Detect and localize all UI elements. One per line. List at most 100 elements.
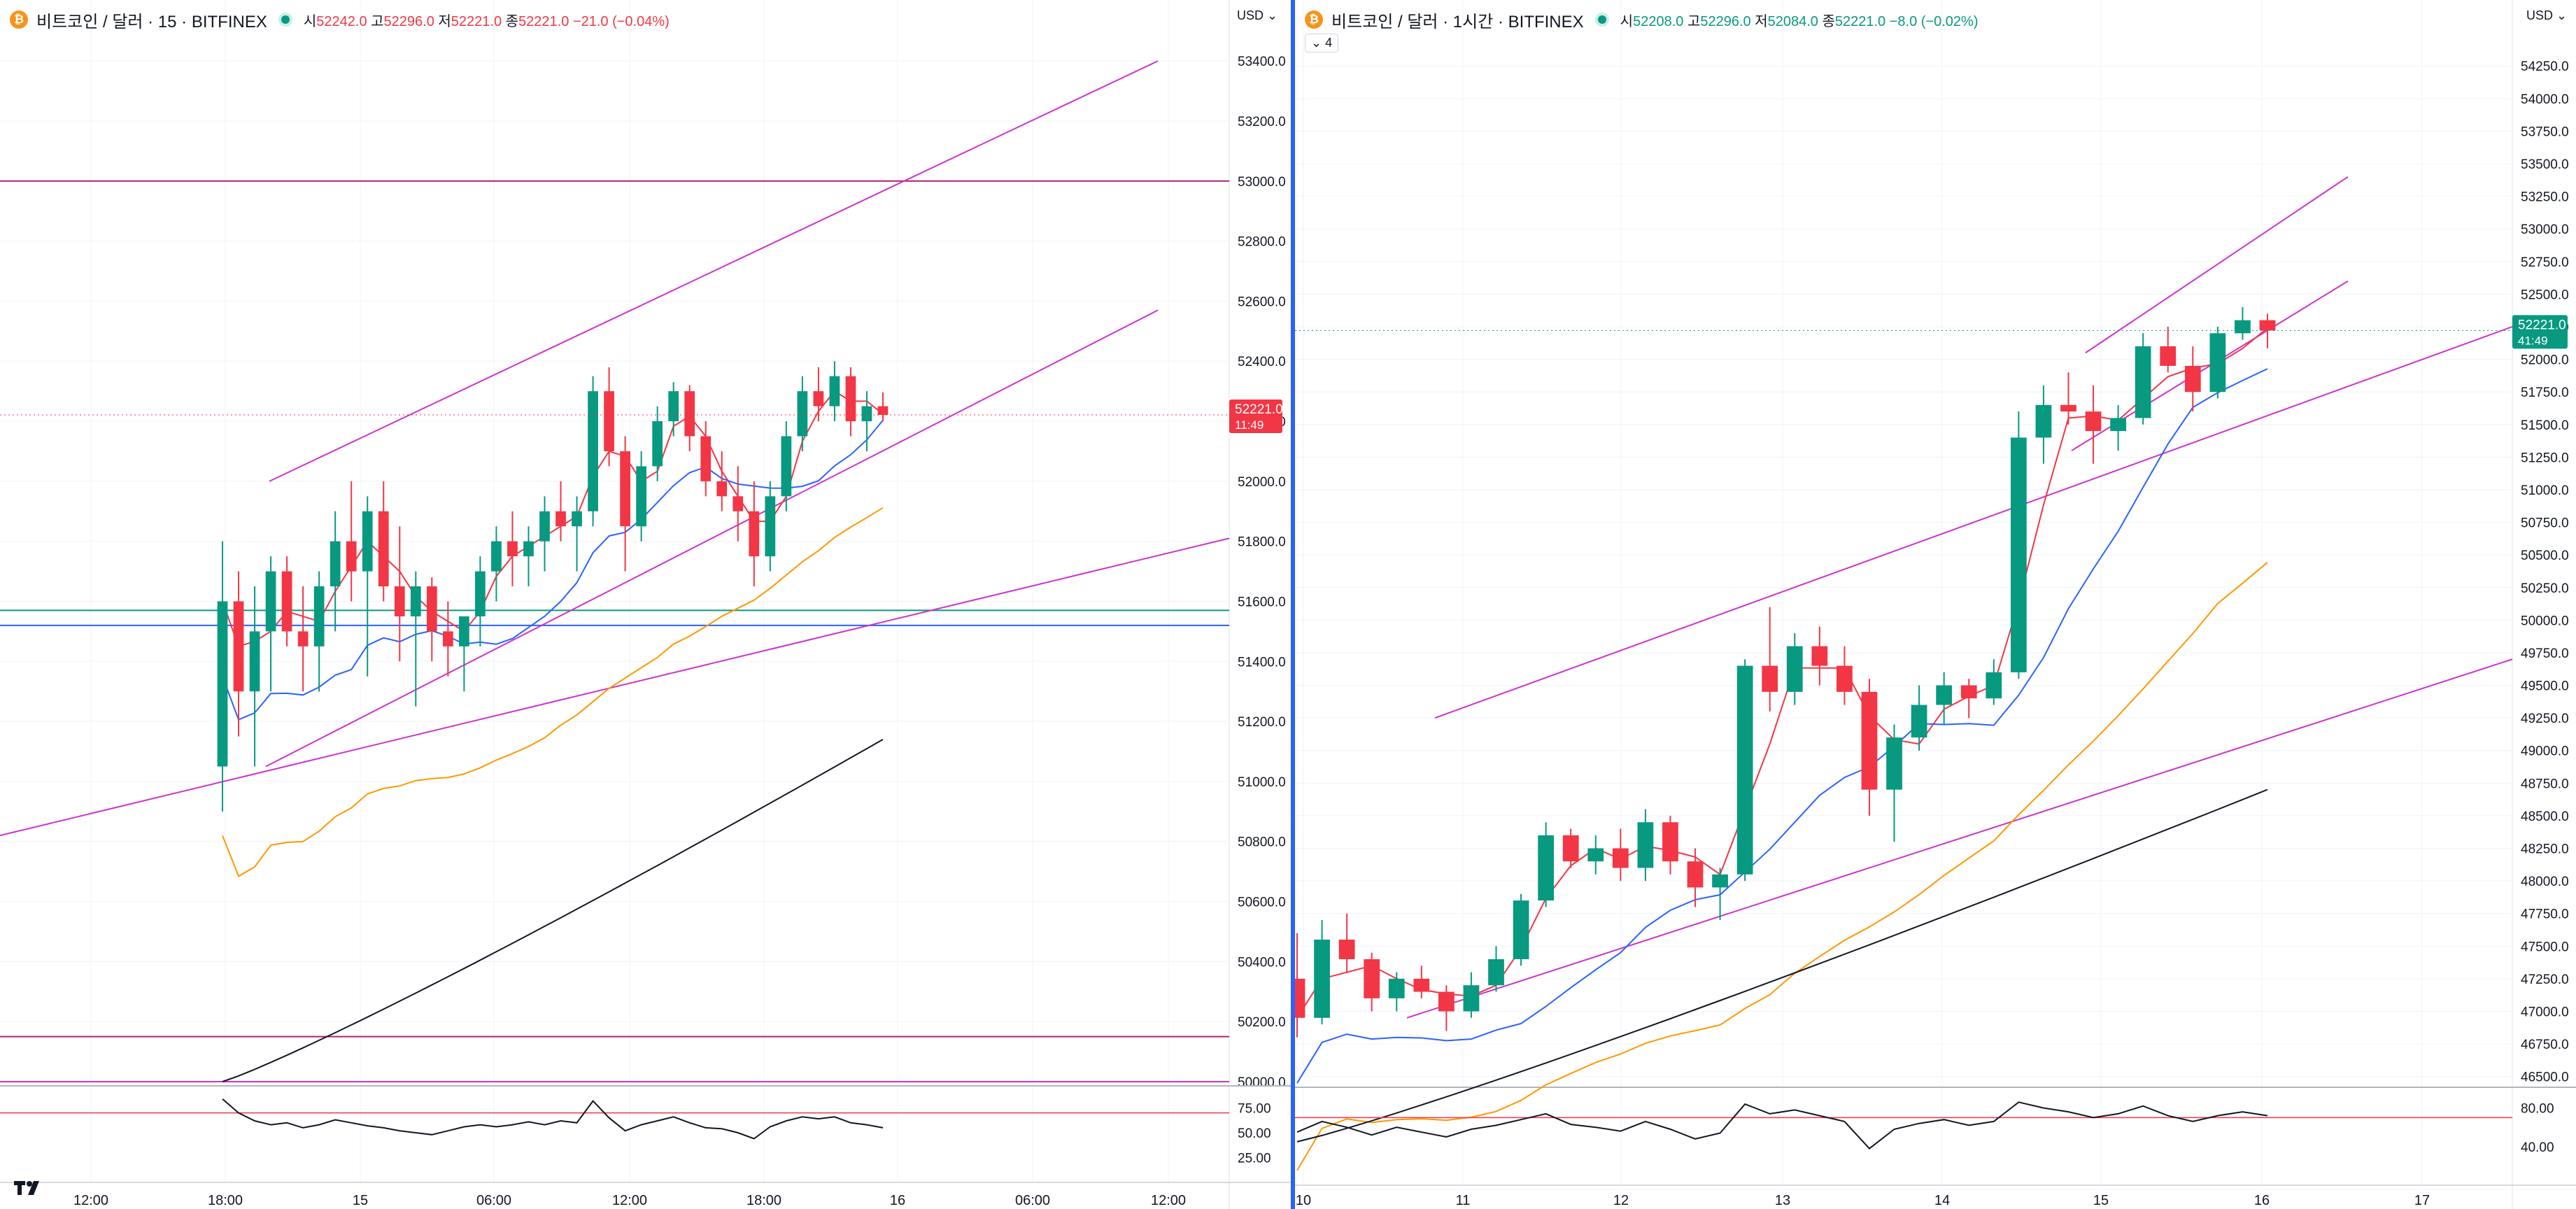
price-tick-label: 52500.0 [2521, 288, 2569, 302]
candle-body [1762, 665, 1778, 692]
candle-body [555, 511, 566, 527]
candle-body [1662, 822, 1678, 862]
candle-body [1338, 939, 1355, 959]
left-symbol-title[interactable]: 비트코인 / 달러 · 15 · BITFINEX [36, 12, 267, 31]
tradingview-logo-icon[interactable] [13, 1178, 46, 1198]
price-tick-label: 52400.0 [1238, 355, 1286, 369]
left-legend: ₿ 비트코인 / 달러 · 15 · BITFINEX 시52242.0 고52… [10, 7, 670, 32]
candle-body [733, 496, 744, 511]
candle-body [781, 436, 792, 497]
candle-body [765, 496, 776, 557]
candle-body [1314, 939, 1330, 1018]
candle-body [2035, 404, 2052, 438]
price-tick-label: 49750.0 [2521, 646, 2569, 661]
price-tick-label: 50400.0 [1238, 955, 1286, 970]
price-tick-label: 46500.0 [2521, 1070, 2569, 1085]
candle-body [491, 541, 502, 572]
left-currency-selector[interactable]: USD ⌄ [1237, 8, 1278, 22]
candle-body [1712, 874, 1728, 888]
candle-body [2135, 346, 2151, 418]
right-chart-canvas[interactable]: 54250.0 54000.0 53750.0 53500.0 53250.0 53000… [1295, 0, 2576, 1209]
candle-body [1438, 991, 1455, 1012]
candle-body [813, 391, 824, 406]
candle-body [507, 541, 518, 557]
last-price-label: 52221.0 [2518, 318, 2566, 332]
chevron-down-icon: ⌄ [1267, 8, 1278, 22]
price-tick-label: 50250.0 [2521, 581, 2569, 596]
price-tick-label: 51400.0 [1238, 655, 1286, 670]
price-tick-label: 49500.0 [2521, 679, 2569, 694]
trendline [1434, 326, 2513, 719]
price-tick-label: 50000.0 [2521, 614, 2569, 628]
time-tick-label: 15 [353, 1193, 368, 1208]
candle-body [2259, 320, 2276, 331]
left-chart-canvas[interactable]: 53400.0 53200.0 53000.0 52800.0 52600.0 52400… [0, 0, 1291, 1209]
candle-body [1786, 646, 1803, 692]
price-tick-label: 51750.0 [2521, 386, 2569, 400]
pane-splitter[interactable] [1291, 0, 1295, 1209]
candle-body [297, 631, 309, 646]
candle-body [1513, 900, 1529, 959]
time-tick-label: 18:00 [208, 1193, 243, 1208]
candle-body [1413, 978, 1430, 992]
candle-body [1687, 861, 1704, 888]
price-tick-label: 53000.0 [2521, 222, 2569, 237]
candle-body [1612, 848, 1629, 868]
candle-body [539, 511, 550, 542]
candle-body [2184, 365, 2201, 393]
time-tick-label: 11 [1456, 1193, 1471, 1208]
candle-body [1637, 822, 1654, 868]
time-tick-label: 12 [1613, 1193, 1629, 1208]
market-open-icon [1597, 15, 1606, 24]
price-axis-background [2512, 0, 2576, 1209]
candle-body [1811, 646, 1828, 666]
price-tick-label: 48500.0 [2521, 809, 2569, 824]
candle-body [249, 631, 260, 692]
candle-body [1886, 737, 1902, 790]
right-symbol-title[interactable]: 비트코인 / 달러 · 1시간 · BITFINEX [1331, 12, 1584, 31]
candle-body [1911, 705, 1927, 738]
indicators-toggle-button[interactable]: ⌄ 4 [1305, 34, 1339, 52]
candle-body [716, 481, 728, 497]
right-chart-pane[interactable]: ₿ 비트코인 / 달러 · 1시간 · BITFINEX 시52208.0 고5… [1295, 0, 2576, 1209]
candle-body [1562, 835, 1579, 862]
candle-body [1295, 978, 1305, 1018]
time-tick-label: 18:00 [746, 1193, 781, 1208]
trendline [2085, 176, 2349, 354]
trendline [265, 309, 1159, 768]
price-tick-label: 48250.0 [2521, 842, 2569, 857]
candle-body [652, 421, 663, 467]
candle-body [410, 586, 421, 616]
price-tick-label: 49250.0 [2521, 712, 2569, 726]
candle-body [829, 376, 840, 406]
candle-body [1986, 672, 2002, 699]
price-tick-label: 53750.0 [2521, 125, 2569, 139]
time-tick-label: 16 [890, 1193, 905, 1208]
rsi-line [1296, 1101, 2268, 1150]
candle-body [378, 511, 389, 587]
candle-body [2110, 418, 2126, 432]
price-tick-label: 53250.0 [2521, 190, 2569, 205]
candle-body [572, 511, 582, 527]
candle-body [1936, 685, 1953, 705]
price-tick-label: 50200.0 [1238, 1015, 1286, 1030]
left-chart-pane[interactable]: ₿ 비트코인 / 달러 · 15 · BITFINEX 시52242.0 고52… [0, 0, 1291, 1209]
price-tick-label: 53500.0 [2521, 157, 2569, 172]
candle-body [362, 511, 373, 572]
countdown-label: 41:49 [2518, 334, 2548, 347]
price-tick-label: 52600.0 [1238, 295, 1286, 309]
candle-body [845, 376, 856, 422]
time-tick-label: 06:00 [1015, 1193, 1050, 1208]
candle-body [442, 631, 453, 646]
candle-body [684, 391, 695, 437]
countdown-label: 11:49 [1235, 418, 1264, 432]
rsi-line [222, 1098, 884, 1140]
time-tick-label: 14 [1934, 1193, 1950, 1208]
right-currency-selector[interactable]: USD ⌄ [2526, 8, 2568, 22]
candle-body [1463, 985, 1480, 1012]
ma-mid-line [1296, 368, 2268, 1084]
last-price-label-bg [2512, 315, 2568, 349]
candle-body [346, 541, 357, 572]
bitcoin-icon: ₿ [1305, 10, 1323, 29]
candle-body [700, 436, 712, 481]
